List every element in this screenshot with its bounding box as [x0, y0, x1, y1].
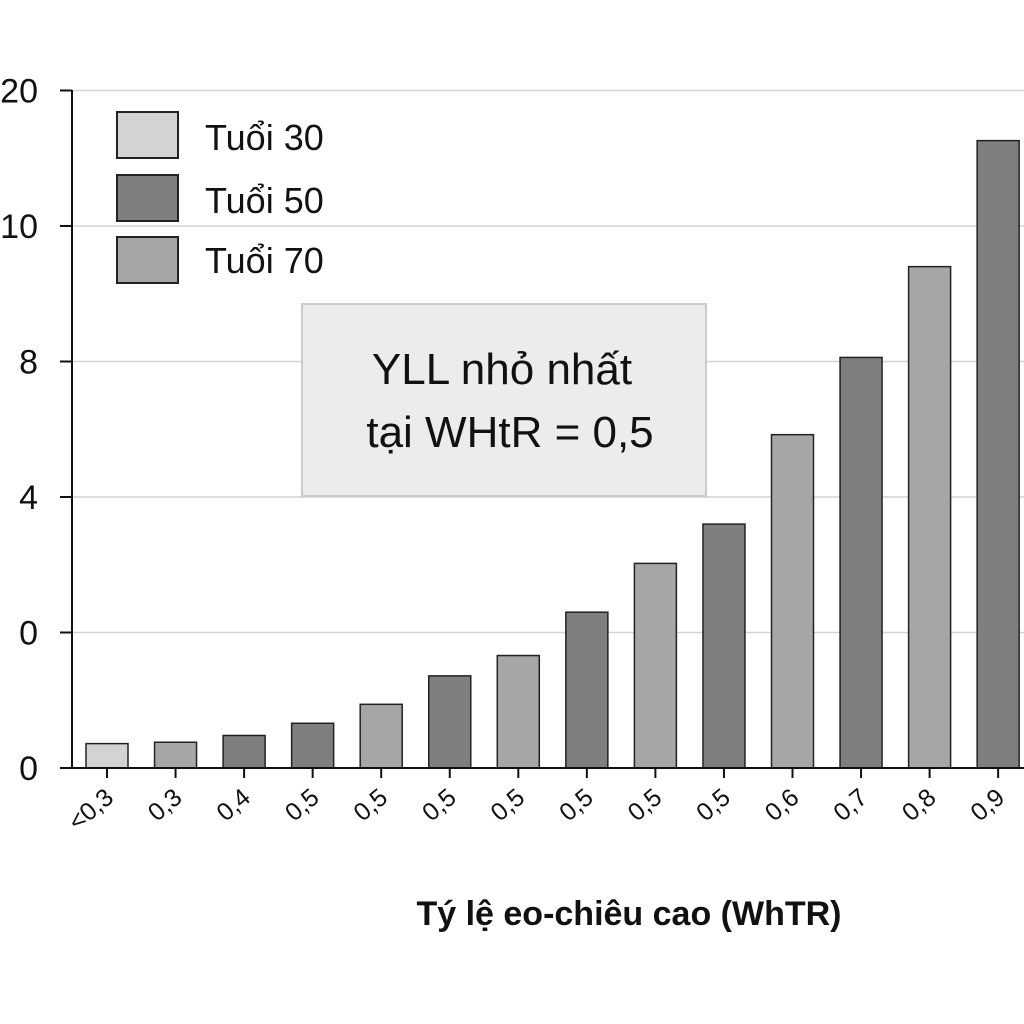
x-axis-label: Tý lệ eo-chiêu cao (WhTR) [416, 895, 841, 933]
x-tick-label: 0,7 [828, 783, 873, 827]
y-tick-label: 20 [0, 73, 38, 111]
x-tick-label: 0,5 [554, 783, 599, 827]
bar [496, 654, 541, 769]
x-tick-label: 0,5 [691, 783, 736, 827]
bar [770, 433, 815, 769]
legend: Tuổi 30 Tuổi 50 Tuổi 70 [116, 111, 324, 284]
bar [359, 703, 403, 769]
x-tick-label: <0,3 [63, 783, 119, 836]
bar [153, 741, 198, 769]
legend-swatch-tuoi-50 [116, 174, 179, 222]
bar [839, 356, 883, 769]
annotation-box: YLL nhỏ nhất tại WHtR = 0,5 [301, 303, 707, 497]
x-tick-label: 0,3 [143, 783, 188, 827]
x-tick-label: 0,6 [760, 783, 805, 827]
bar [633, 562, 678, 769]
x-tick-label: 0,5 [280, 783, 325, 827]
legend-swatch-tuoi-30 [116, 111, 179, 159]
y-tick-label: 0 [19, 750, 38, 788]
x-tick-label: 0,5 [486, 783, 531, 827]
annotation-line-2: tại WHtR = 0,5 [366, 408, 653, 457]
bar [702, 523, 746, 769]
x-tick-label: 0,8 [897, 783, 942, 827]
x-tick-label: 0,9 [965, 783, 1010, 827]
bar [565, 611, 609, 769]
bar [290, 722, 335, 769]
annotation-background [301, 303, 707, 497]
y-tick-label: 0 [19, 615, 38, 653]
legend-swatch-tuoi-70 [116, 236, 179, 284]
x-tick-label: 0,5 [348, 783, 393, 827]
bars [85, 139, 1020, 769]
x-tick-label: 0,4 [211, 783, 256, 827]
x-tick-label: 0,5 [623, 783, 668, 827]
bar [85, 742, 129, 769]
y-axis-ticks: 0 0 4 8 10 20 [0, 73, 72, 788]
x-axis-ticks: <0,3 0,3 0,4 0,5 0,5 0,5 0,5 0,5 0,5 0,5 0,6 0,7 0,8… [63, 768, 1010, 836]
bar [428, 675, 472, 769]
legend-label-tuoi-50: Tuổi 50 [205, 180, 324, 221]
bar [907, 265, 952, 769]
y-tick-label: 4 [19, 479, 38, 517]
legend-label-tuoi-30: Tuổi 30 [205, 117, 324, 158]
legend-label-tuoi-70: Tuổi 70 [205, 240, 324, 281]
y-tick-label: 10 [0, 208, 38, 246]
bar [222, 734, 266, 769]
x-tick-label: 0,5 [417, 783, 462, 827]
y-tick-label: 8 [19, 344, 38, 382]
axes [60, 90, 1024, 769]
annotation-line-1: YLL nhỏ nhất [372, 345, 632, 394]
bar [976, 139, 1020, 769]
